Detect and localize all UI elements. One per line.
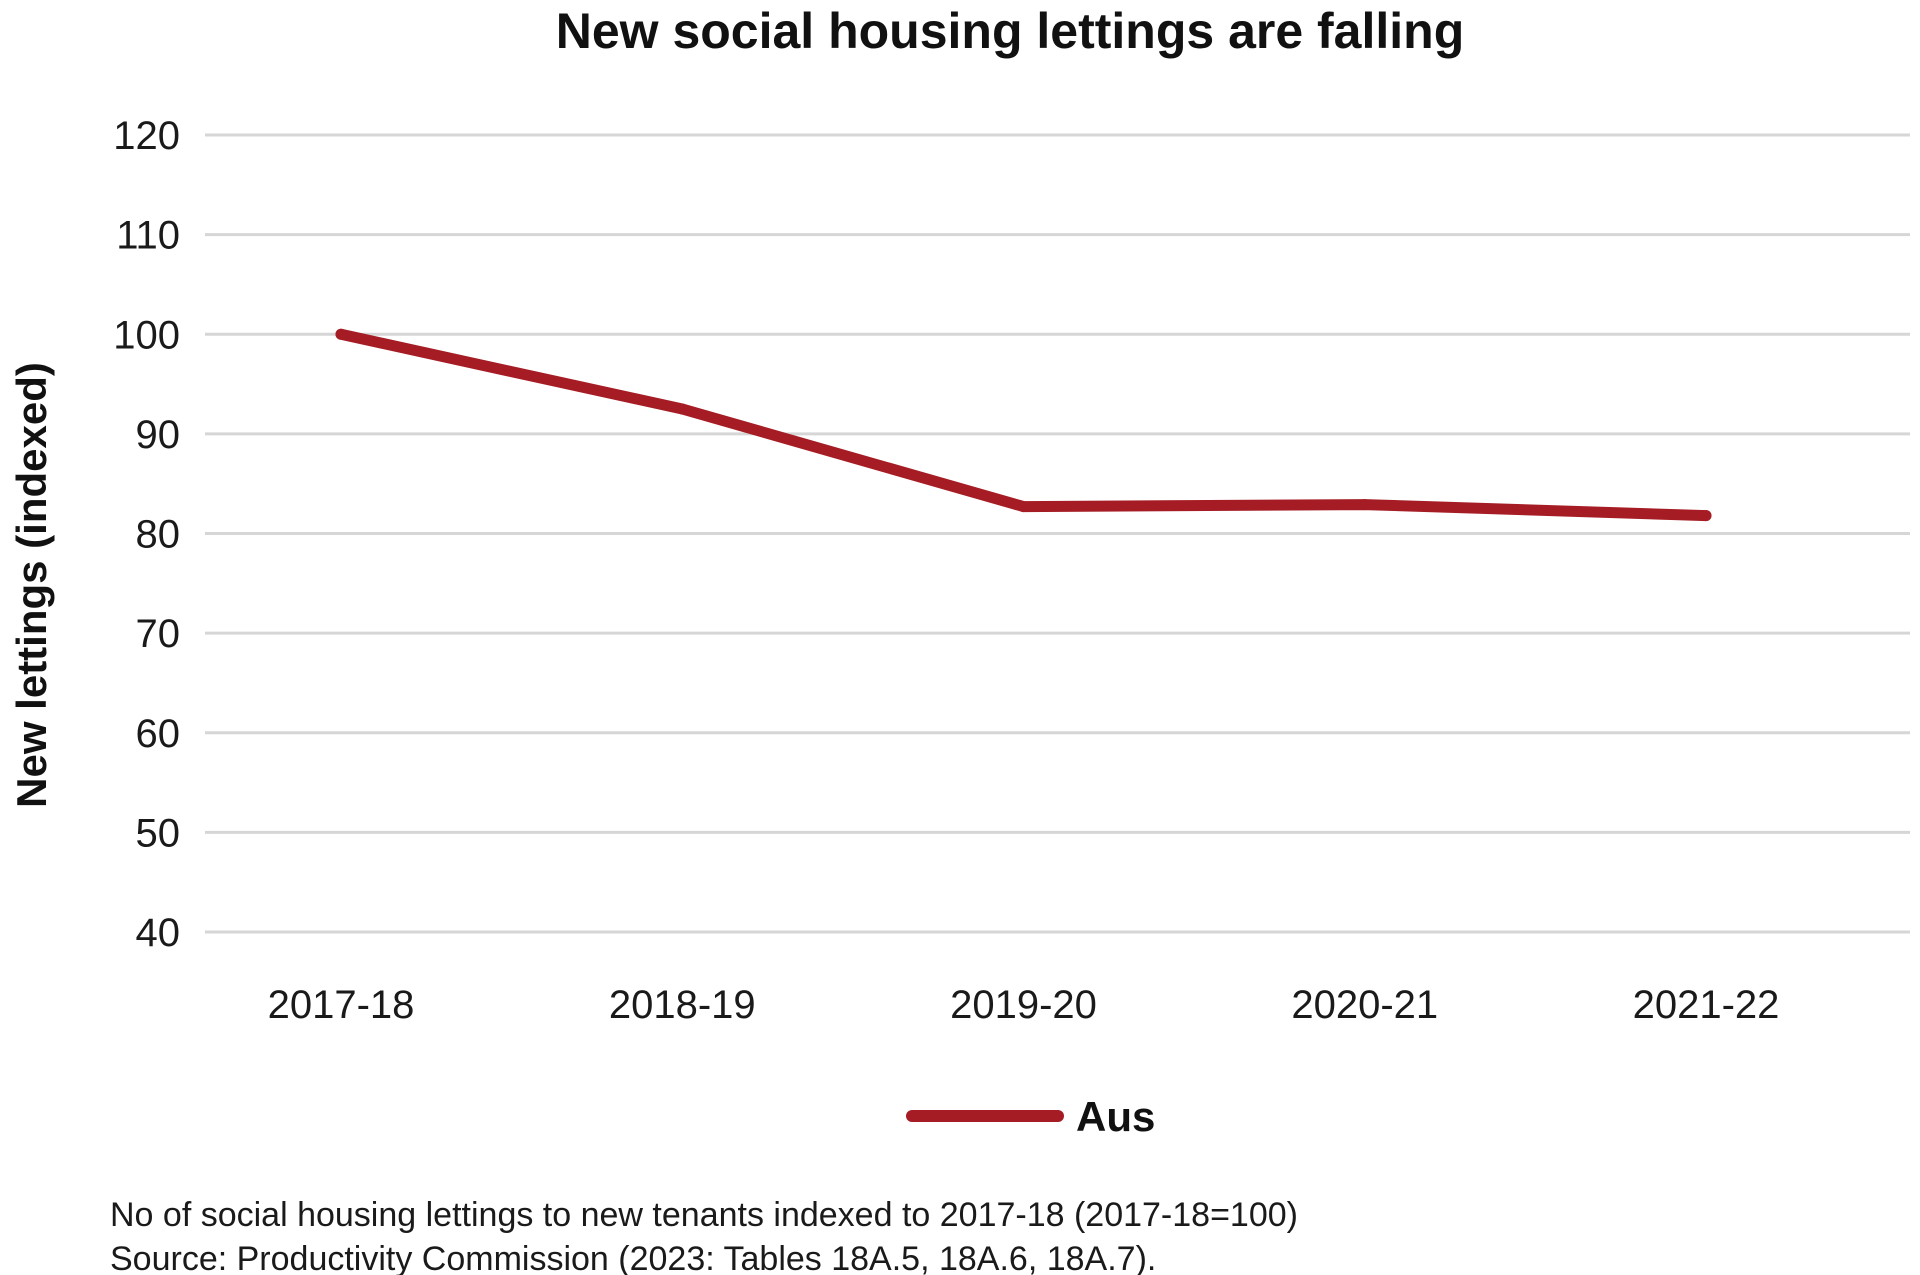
data-point [1359, 499, 1371, 511]
y-tick-label: 40 [136, 911, 181, 955]
y-tick-label: 80 [136, 513, 181, 557]
x-tick-label: 2018-19 [609, 983, 756, 1027]
y-tick-label: 60 [136, 712, 181, 756]
chart-source: Source: Productivity Commission (2023: T… [110, 1240, 1157, 1275]
data-point [1700, 510, 1712, 522]
chart-note: No of social housing lettings to new ten… [110, 1196, 1298, 1234]
gridlines [205, 133, 1910, 934]
data-point [676, 403, 688, 415]
y-axis-label: New lettings (indexed) [8, 362, 55, 808]
y-tick-label: 70 [136, 612, 181, 656]
y-tick-label: 50 [136, 811, 181, 855]
y-tick-label: 110 [116, 214, 180, 258]
series-line-aus [335, 328, 1712, 522]
x-tick-label: 2017-18 [268, 983, 415, 1027]
y-tick-labels: 120 110 100 90 80 70 60 50 40 [113, 114, 180, 955]
data-point [1018, 501, 1029, 513]
legend-label-aus: Aus [1076, 1093, 1155, 1140]
legend: Aus [906, 1093, 1155, 1140]
chart-title: New social housing lettings are falling [556, 3, 1465, 59]
x-tick-label: 2020-21 [1291, 983, 1438, 1027]
y-tick-label: 90 [136, 413, 181, 457]
y-tick-label: 100 [113, 313, 180, 357]
y-tick-label: 120 [113, 114, 180, 158]
x-tick-labels: 2017-18 2018-19 2019-20 2020-21 2021-22 [268, 983, 1780, 1027]
series-lines [335, 328, 1712, 522]
x-tick-label: 2019-20 [950, 983, 1097, 1027]
x-tick-label: 2021-22 [1633, 983, 1780, 1027]
data-point [335, 328, 347, 340]
